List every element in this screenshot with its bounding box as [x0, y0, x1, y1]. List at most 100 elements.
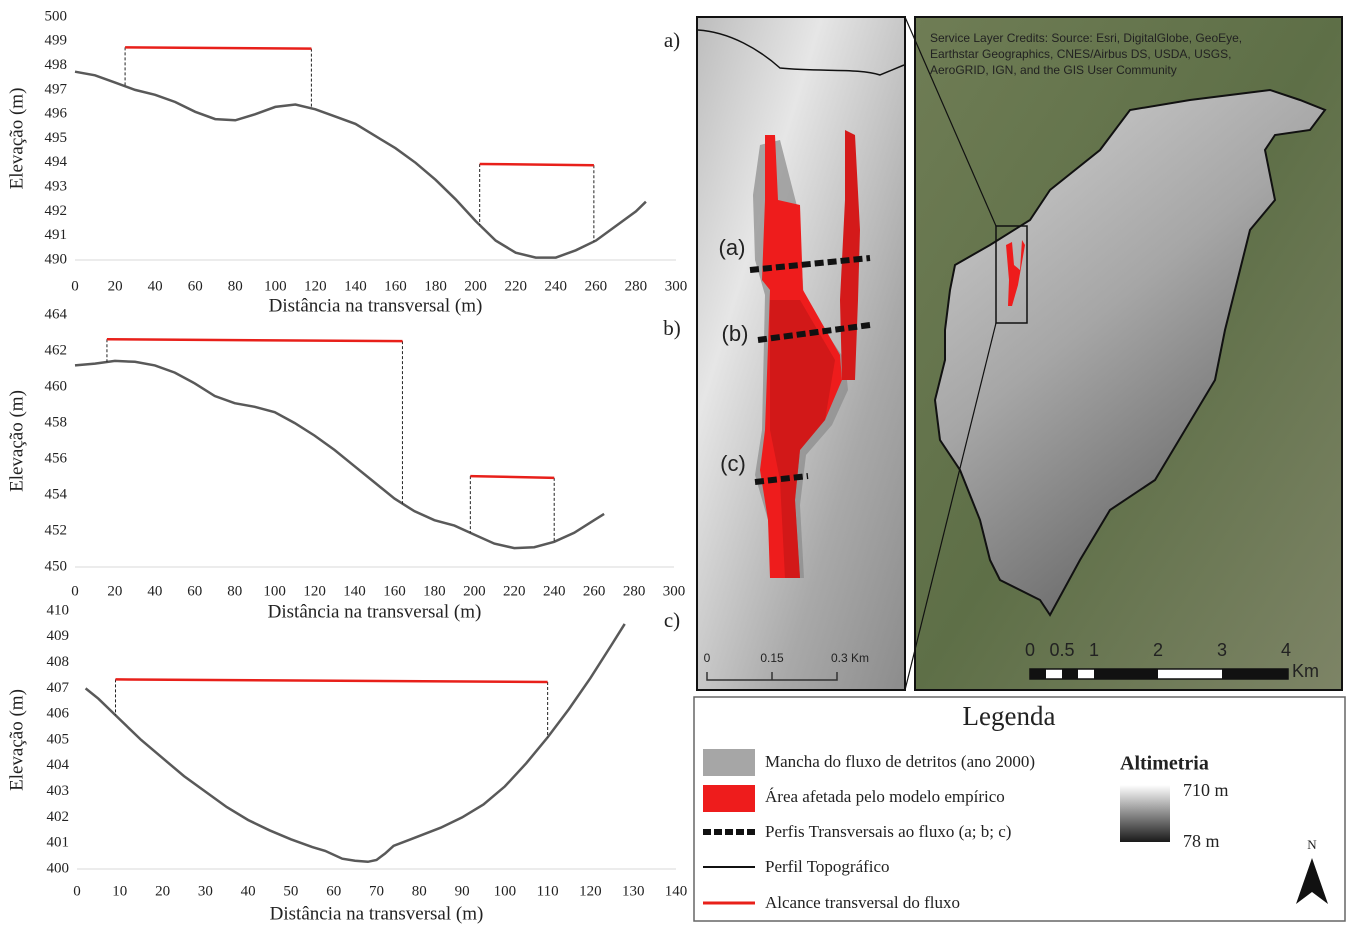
x-tick-label: 60 — [188, 278, 203, 294]
x-tick-label: 300 — [665, 278, 688, 294]
y-tick-label: 404 — [47, 757, 70, 773]
x-tick-label: 160 — [384, 278, 407, 294]
y-tick-label: 408 — [47, 654, 70, 670]
x-tick-label: 0 — [71, 583, 79, 599]
inset-scale-label: 0.3 Km — [831, 651, 869, 665]
y-tick-label: 493 — [45, 179, 68, 195]
y-tick-label: 490 — [45, 251, 68, 267]
section-label: (c) — [720, 451, 746, 476]
x-tick-label: 160 — [383, 583, 406, 599]
legend-label: Perfil Topográfico — [765, 857, 890, 876]
scale-bar — [1030, 669, 1288, 679]
x-tick-label: 20 — [107, 583, 122, 599]
y-tick-label: 500 — [45, 8, 68, 24]
x-axis-label: Distância na transversal (m) — [268, 601, 482, 622]
y-axis-label: Elevação (m) — [6, 390, 27, 492]
x-tick-label: 180 — [424, 278, 447, 294]
section-label: (a) — [719, 235, 746, 260]
legend-swatch — [703, 749, 755, 776]
x-tick-label: 10 — [112, 883, 127, 899]
y-tick-label: 401 — [47, 835, 70, 851]
credits: AeroGRID, IGN, and the GIS User Communit… — [930, 63, 1177, 77]
x-tick-label: 60 — [187, 583, 202, 599]
y-tick-label: 456 — [45, 450, 68, 466]
y-tick-label: 495 — [45, 130, 68, 146]
y-tick-label: 497 — [45, 81, 68, 97]
scale-label: 0.5 — [1049, 640, 1074, 660]
x-axis-label: Distância na transversal (m) — [269, 295, 483, 316]
x-tick-label: 240 — [545, 278, 568, 294]
flow-reach — [480, 164, 594, 165]
x-tick-label: 40 — [147, 583, 162, 599]
legend-swatch — [703, 785, 755, 812]
y-tick-label: 402 — [47, 809, 70, 825]
y-tick-label: 494 — [45, 154, 68, 170]
x-tick-label: 260 — [585, 278, 608, 294]
x-tick-label: 80 — [227, 583, 242, 599]
flow-reach — [470, 476, 554, 478]
legend-title: Legenda — [963, 701, 1056, 731]
x-tick-label: 120 — [579, 883, 602, 899]
x-tick-label: 140 — [343, 583, 366, 599]
legend-label: Perfis Transversais ao fluxo (a; b; c) — [765, 822, 1011, 841]
main-map: Service Layer Credits: Source: Esri, Dig… — [905, 17, 1342, 690]
inset-scale-label: 0.15 — [760, 651, 784, 665]
x-tick-label: 60 — [326, 883, 341, 899]
x-tick-label: 300 — [663, 583, 686, 599]
y-tick-label: 492 — [45, 203, 68, 219]
x-tick-label: 240 — [543, 583, 566, 599]
inset-scale-label: 0 — [704, 651, 711, 665]
x-tick-label: 80 — [228, 278, 243, 294]
scale-label: 4 — [1281, 640, 1291, 660]
section-label: (b) — [722, 321, 749, 346]
y-axis-label: Elevação (m) — [6, 88, 27, 190]
x-tick-label: 130 — [622, 883, 645, 899]
flow-reach — [107, 339, 403, 341]
x-tick-label: 220 — [503, 583, 526, 599]
y-tick-label: 460 — [45, 378, 68, 394]
x-tick-label: 200 — [464, 278, 487, 294]
x-tick-label: 40 — [148, 278, 163, 294]
y-axis-label: Elevação (m) — [6, 689, 27, 791]
x-tick-label: 100 — [263, 583, 286, 599]
x-tick-label: 70 — [369, 883, 384, 899]
x-tick-label: 0 — [71, 278, 79, 294]
x-tick-label: 50 — [283, 883, 298, 899]
legend: Legenda Mancha do fluxo de detritos (ano… — [694, 697, 1345, 921]
y-tick-label: 499 — [45, 33, 68, 49]
x-tick-label: 280 — [623, 583, 646, 599]
x-tick-label: 100 — [264, 278, 287, 294]
y-tick-label: 405 — [47, 731, 70, 747]
figure: (a) (b) (c) 0 0.15 0.3 Km Service Layer … — [0, 0, 1349, 926]
legend-label: Alcance transversal do fluxo — [765, 893, 960, 912]
scale-unit: Km — [1292, 661, 1319, 681]
scale-label: 2 — [1153, 640, 1163, 660]
y-tick-label: 410 — [47, 602, 70, 618]
scale-label: 1 — [1089, 640, 1099, 660]
x-tick-label: 120 — [303, 583, 326, 599]
y-tick-label: 406 — [47, 706, 70, 722]
altimetry-max: 710 m — [1183, 780, 1229, 800]
x-tick-label: 110 — [537, 883, 559, 899]
x-tick-label: 140 — [344, 278, 367, 294]
flow-reach — [125, 47, 311, 48]
x-tick-label: 220 — [504, 278, 527, 294]
y-tick-label: 454 — [45, 486, 68, 502]
y-tick-label: 496 — [45, 106, 68, 122]
x-tick-label: 100 — [494, 883, 517, 899]
y-tick-label: 458 — [45, 414, 68, 430]
scale-label: 3 — [1217, 640, 1227, 660]
y-tick-label: 407 — [47, 680, 70, 696]
north-label: N — [1307, 837, 1317, 852]
altimetry-min: 78 m — [1183, 831, 1220, 851]
x-tick-label: 30 — [198, 883, 213, 899]
y-tick-label: 409 — [47, 628, 70, 644]
legend-label: Mancha do fluxo de detritos (ano 2000) — [765, 752, 1035, 771]
y-tick-label: 464 — [45, 306, 68, 322]
y-tick-label: 462 — [45, 342, 68, 358]
y-tick-label: 450 — [45, 558, 68, 574]
y-tick-label: 498 — [45, 57, 68, 73]
panel-label: b) — [663, 316, 681, 340]
x-tick-label: 280 — [625, 278, 648, 294]
y-tick-label: 491 — [45, 227, 68, 243]
